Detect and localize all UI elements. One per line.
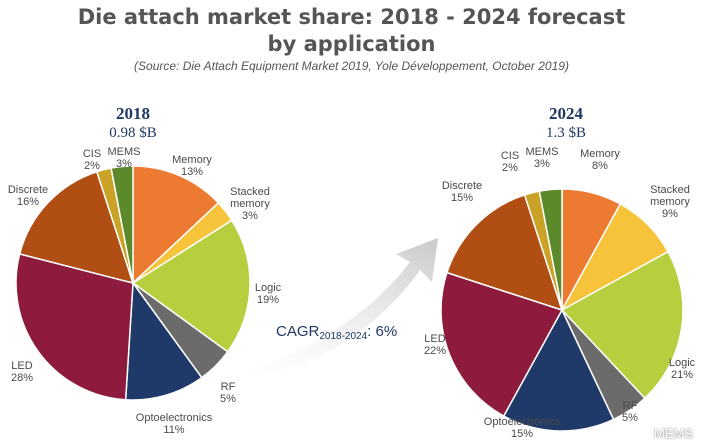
pie-2024-label-logic: Logic 21%: [669, 357, 695, 381]
slice-name: MEMS: [107, 146, 141, 158]
slice-name: RF: [220, 381, 236, 393]
slice-name: CIS: [82, 148, 102, 160]
growth-arrow: [240, 238, 438, 380]
pie-2024-slice-logic: [560, 250, 684, 400]
pie-2024-label-mems: MEMS 3%: [526, 146, 559, 170]
slice-name: Memory: [580, 148, 620, 160]
pie-2018-slice-logic: [131, 219, 251, 353]
pie-2024-slice-mems: [538, 188, 563, 311]
slice-name: Memory: [172, 154, 212, 166]
slice-percent: 21%: [670, 369, 694, 381]
pie-2018-label-discrete: Discrete 16%: [8, 184, 48, 208]
slice-percent: 11%: [163, 424, 185, 436]
slice-name: Logic: [254, 282, 282, 294]
slice-name: Stacked memory: [650, 184, 690, 208]
cagr-period: 2018-2024: [319, 331, 368, 342]
pie-2018-slice-opto: [124, 280, 203, 401]
slice-name: Stacked memory: [230, 186, 270, 210]
pie-2018-label-cis: CIS 2%: [83, 148, 101, 172]
pie-2018-label-opto: Optoelectronics 11%: [136, 412, 212, 436]
pie-2024-label-cis: CIS 2%: [501, 150, 519, 174]
pie-2024-label-stacked: Stacked memory 9%: [650, 184, 690, 220]
slice-percent: 8%: [592, 160, 608, 172]
pie-2018-slice-mems: [110, 165, 134, 284]
chart-2018-total: 0.98 $B: [109, 125, 157, 141]
slice-name: Optoelectronics: [483, 416, 561, 428]
chart-2018-year: 2018: [116, 104, 150, 123]
pie-2018-label-memory: Memory 13%: [172, 154, 212, 178]
slice-percent: 28%: [10, 372, 34, 384]
pie-2018-label-rf: RF 5%: [220, 381, 236, 405]
slice-name: LED: [424, 333, 446, 345]
slice-name: Discrete: [441, 180, 483, 192]
slice-percent: 2%: [84, 160, 100, 172]
pie-2018-label-led: LED 28%: [11, 360, 33, 384]
source-note: (Source: Die Attach Equipment Market 201…: [134, 59, 569, 73]
slice-name: CIS: [500, 150, 520, 162]
slice-name: Discrete: [7, 184, 49, 196]
pie-2024-label-discrete: Discrete 15%: [442, 180, 482, 204]
slice-name: Optoelectronics: [135, 412, 213, 424]
chart-2024-year: 2024: [549, 104, 583, 123]
chart-title: Die attach market share: 2018 - 2024 for…: [0, 4, 703, 58]
title-line-1: Die attach market share: 2018 - 2024 for…: [77, 5, 626, 29]
pie-2024-label-led: LED 22%: [424, 333, 446, 357]
slice-percent: 3%: [534, 158, 550, 170]
pie-2024-label-rf: RF 5%: [622, 400, 638, 424]
slice-percent: 16%: [16, 196, 40, 208]
slice-percent: 2%: [502, 162, 518, 174]
slice-percent: 9%: [662, 208, 678, 220]
pie-2018-label-mems: MEMS 3%: [108, 146, 141, 170]
pie-2018-label-logic: Logic 19%: [255, 282, 281, 306]
cagr-value: : 6%: [367, 323, 398, 340]
pie-2024-slice-opto: [502, 308, 615, 432]
watermark: MEMS: [654, 426, 693, 441]
slice-name: Logic: [668, 357, 696, 369]
pie-2024-label-memory: Memory 8%: [580, 148, 620, 172]
slice-percent: 15%: [450, 192, 474, 204]
slice-percent: 3%: [242, 210, 258, 222]
slice-name: LED: [11, 360, 33, 372]
pie-2018: [15, 165, 251, 401]
slice-percent: 5%: [220, 393, 236, 405]
cagr-label: CAGR2018-2024: 6%: [276, 323, 397, 342]
pie-2024-label-opto: Optoelectronics 15%: [484, 416, 560, 440]
slice-name: RF: [622, 400, 638, 412]
cagr-prefix: CAGR: [276, 323, 320, 340]
pie-2018-slice-memory: [132, 165, 220, 285]
slice-percent: 3%: [116, 158, 132, 170]
chart-2024-total: 1.3 $B: [545, 125, 586, 141]
slice-percent: 22%: [423, 345, 447, 357]
title-line-2: by application: [267, 32, 436, 56]
slice-name: MEMS: [525, 146, 559, 158]
slice-percent: 19%: [256, 294, 280, 306]
slice-percent: 15%: [510, 428, 534, 440]
chart-2018-header: 2018 0.98 $B: [73, 104, 193, 142]
pie-2018-slice-discrete: [18, 170, 135, 285]
chart-2024-header: 2024 1.3 $B: [506, 104, 626, 142]
pie-2018-label-stacked: Stacked memory 3%: [230, 186, 270, 222]
slice-percent: 5%: [622, 412, 638, 424]
pie-2024-slice-led: [440, 271, 564, 418]
pie-2018-slice-led: [15, 252, 134, 401]
pie-2024: [440, 188, 684, 432]
slice-percent: 13%: [180, 166, 204, 178]
